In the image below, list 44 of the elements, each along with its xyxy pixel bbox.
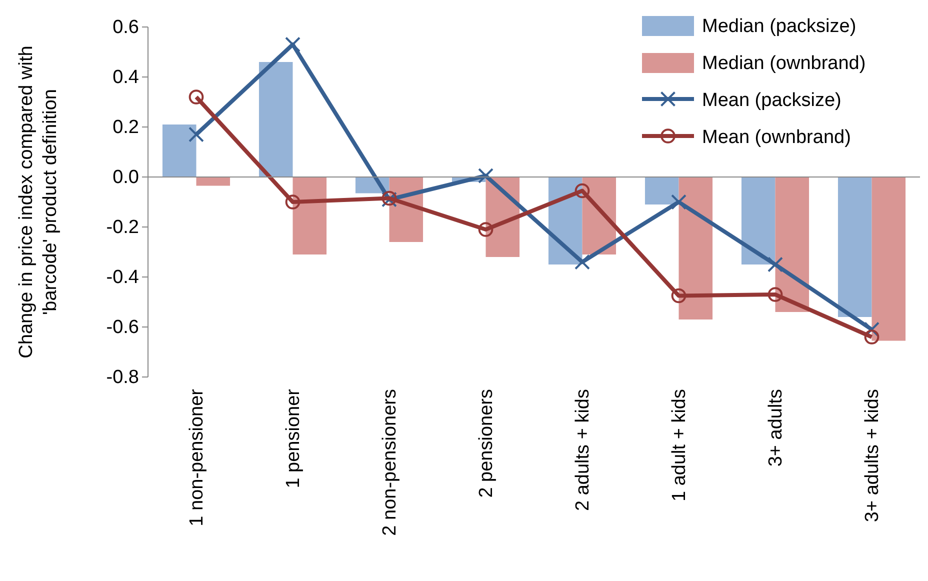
y-axis-title: Change in price index compared with 'barcode' product definition: [16, 46, 61, 358]
x-tick-label: 2 non-pensioners: [379, 389, 400, 536]
point: [864, 330, 880, 344]
bar: [258, 62, 293, 177]
point: [768, 256, 783, 272]
bar: [292, 177, 327, 254]
y-tick-label: 0.0: [112, 167, 139, 188]
bar: [196, 177, 230, 186]
point: [478, 222, 494, 237]
bar: [838, 177, 872, 317]
x-tick-label: 3+ adults + kids: [862, 389, 883, 522]
point: [768, 287, 783, 302]
legend-label: Median (packsize): [702, 16, 856, 37]
point: [671, 194, 686, 210]
bar: [741, 177, 776, 264]
point: [574, 183, 590, 198]
y-tick-label: -0.2: [106, 217, 139, 238]
bar: [162, 124, 196, 177]
x-tick-label: 1 pensioner: [282, 388, 304, 488]
x-tick-label: 3+ adults: [765, 389, 786, 467]
y-tick-label: -0.8: [106, 367, 139, 388]
legend-label: Mean (packsize): [702, 90, 842, 111]
point: [188, 126, 204, 142]
legend-label: Median (ownbrand): [702, 53, 866, 74]
y-tick-label: -0.4: [106, 267, 140, 288]
bar: [644, 177, 679, 204]
y-tick-label: 0.4: [112, 67, 140, 88]
x-tick-label: 2 adults + kids: [572, 389, 594, 511]
point: [478, 168, 494, 184]
point: [285, 194, 300, 210]
point: [671, 288, 686, 304]
y-tick-label: -0.6: [106, 317, 139, 338]
point: [188, 90, 204, 104]
x-tick-label: 1 non-pensioner: [186, 388, 208, 526]
point: [285, 36, 300, 52]
y-tick-label: 0.6: [112, 17, 139, 38]
x-tick-label: 1 adult + kids: [668, 389, 690, 502]
legend-label: Mean (ownbrand): [702, 127, 851, 148]
x-tick-label: 2 pensioners: [476, 389, 497, 498]
bar: [872, 177, 906, 341]
y-tick-label: 0.2: [112, 117, 139, 138]
bar: [775, 177, 810, 312]
point: [574, 254, 590, 270]
bar: [678, 177, 713, 320]
